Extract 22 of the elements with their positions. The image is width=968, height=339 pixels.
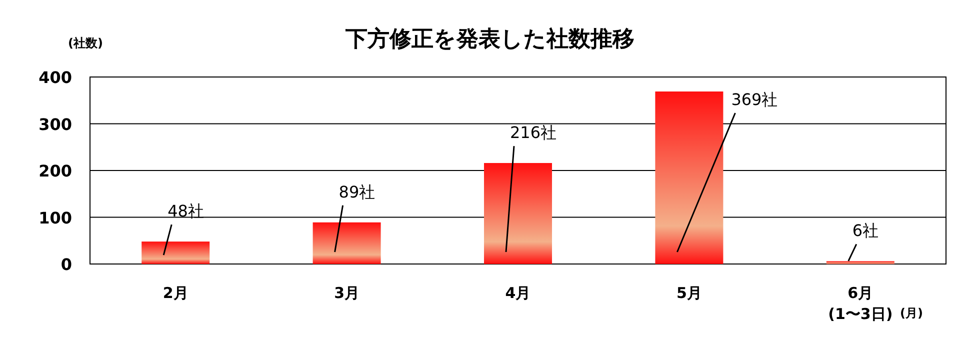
- data-label: 6社: [852, 221, 879, 240]
- y-tick-label: 0: [60, 255, 72, 274]
- data-label: 369社: [731, 90, 778, 109]
- bar: [142, 242, 210, 264]
- bar: [312, 222, 381, 264]
- x-tick-label: 2月: [162, 284, 188, 302]
- chart-title: 下方修正を発表した社数推移: [344, 26, 634, 52]
- y-tick-label: 300: [38, 114, 72, 134]
- y-tick-label: 400: [38, 68, 72, 87]
- x-tick-label: 5月: [676, 284, 702, 302]
- bar: [484, 163, 552, 264]
- data-label: 89社: [338, 182, 376, 202]
- x-axis-title: (月): [900, 306, 923, 320]
- y-axis-title: (社数): [68, 36, 103, 50]
- bar: [826, 261, 894, 264]
- y-tick-label: 200: [38, 162, 72, 180]
- data-label: 216社: [510, 123, 557, 142]
- y-tick-label: 100: [38, 208, 72, 228]
- x-tick-label: 6月 (1〜3日): [828, 284, 893, 323]
- bar: [655, 91, 724, 264]
- x-tick-label: 3月: [334, 284, 360, 302]
- x-tick-label: 4月: [505, 284, 531, 302]
